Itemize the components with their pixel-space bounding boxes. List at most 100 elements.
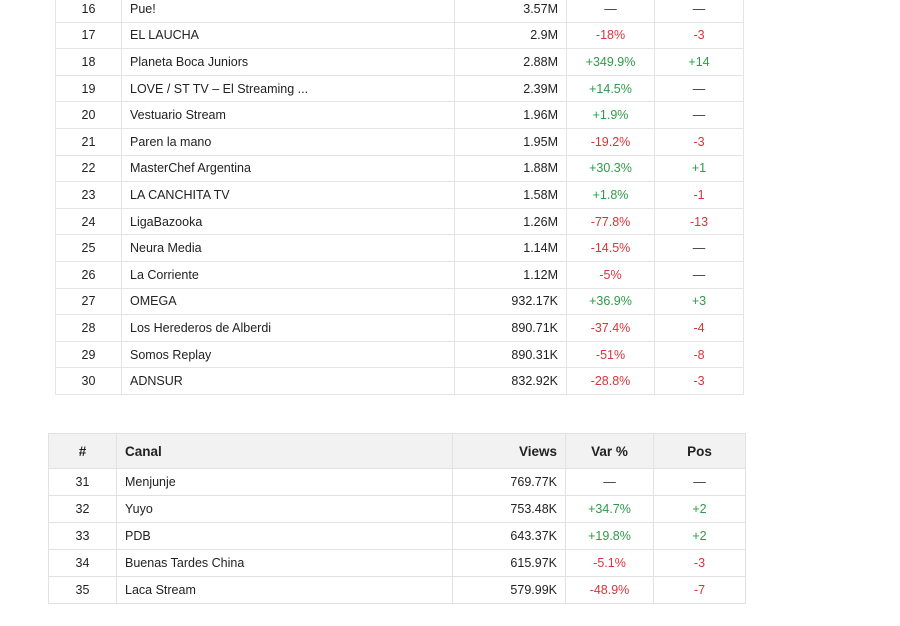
channel-name-cell: LOVE / ST TV – El Streaming ... bbox=[121, 74, 455, 103]
rank-cell: 18 bbox=[55, 48, 122, 76]
ranking-table-top-body: 16 Pue! 3.57M — —17 EL LAUCHA 2.9M -18% -3 18 Plan… bbox=[55, 0, 744, 395]
table-row: 20 Vestuario Stream 1.96M +1.9% — bbox=[55, 101, 744, 129]
variation-cell: -5.1% bbox=[565, 549, 654, 577]
table-row: 17 EL LAUCHA 2.9M -18% -3 bbox=[55, 21, 744, 50]
views-cell: 890.71K bbox=[454, 314, 567, 342]
position-change-cell: +2 bbox=[653, 522, 746, 550]
table-row: 24 LigaBazooka 1.26M -77.8% -13 bbox=[55, 207, 744, 236]
views-cell: 3.57M bbox=[454, 0, 567, 23]
channel-name-cell: ADNSUR bbox=[121, 367, 455, 395]
position-change-cell: +3 bbox=[654, 287, 744, 316]
rank-cell: 20 bbox=[55, 101, 122, 129]
variation-cell: -77.8% bbox=[566, 207, 655, 236]
position-change-cell: -4 bbox=[654, 314, 744, 342]
table-row: 33 PDB 643.37K +19.8% +2 bbox=[48, 522, 746, 550]
table-row: 25 Neura Media 1.14M -14.5% — bbox=[55, 234, 744, 262]
variation-cell: -48.9% bbox=[565, 576, 654, 604]
channel-name-cell: PDB bbox=[116, 522, 453, 550]
table-row: 35 Laca Stream 579.99K -48.9% -7 bbox=[48, 576, 746, 604]
rank-cell: 26 bbox=[55, 260, 122, 289]
views-cell: 1.88M bbox=[454, 154, 567, 183]
variation-cell: -5% bbox=[566, 260, 655, 289]
channel-name-cell: Menjunje bbox=[116, 468, 453, 496]
table-row: 23 LA CANCHITA TV 1.58M +1.8% -1 bbox=[55, 181, 744, 209]
views-cell: 1.14M bbox=[454, 234, 567, 262]
table-row: 16 Pue! 3.57M — — bbox=[55, 0, 744, 23]
variation-cell: — bbox=[566, 0, 655, 23]
table-row: 32 Yuyo 753.48K +34.7% +2 bbox=[48, 495, 746, 523]
channel-name-cell: EL LAUCHA bbox=[121, 21, 455, 50]
table-row: 21 Paren la mano 1.95M -19.2% -3 bbox=[55, 127, 744, 156]
position-change-cell: +2 bbox=[653, 495, 746, 523]
channel-name-cell: Laca Stream bbox=[116, 576, 453, 604]
table-row: 27 OMEGA 932.17K +36.9% +3 bbox=[55, 287, 744, 316]
position-change-cell: -1 bbox=[654, 181, 744, 209]
variation-cell: — bbox=[565, 468, 654, 496]
rank-cell: 21 bbox=[55, 127, 122, 156]
rank-cell: 19 bbox=[55, 74, 122, 103]
channel-name-cell: Los Herederos de Alberdi bbox=[121, 314, 455, 342]
position-change-cell: -3 bbox=[654, 367, 744, 395]
channel-name-cell: Pue! bbox=[121, 0, 455, 23]
variation-cell: +34.7% bbox=[565, 495, 654, 523]
rank-cell: 17 bbox=[55, 21, 122, 50]
rank-cell: 22 bbox=[55, 154, 122, 183]
views-cell: 1.95M bbox=[454, 127, 567, 156]
rank-cell: 24 bbox=[55, 207, 122, 236]
header-position: Pos bbox=[653, 433, 746, 469]
variation-cell: -19.2% bbox=[566, 127, 655, 156]
views-cell: 643.37K bbox=[452, 522, 566, 550]
channel-name-cell: Paren la mano bbox=[121, 127, 455, 156]
variation-cell: -14.5% bbox=[566, 234, 655, 262]
table-row: 18 Planeta Boca Juniors 2.88M +349.9% +14 bbox=[55, 48, 744, 76]
variation-cell: +14.5% bbox=[566, 74, 655, 103]
rank-cell: 31 bbox=[48, 468, 117, 496]
table-row: 19 LOVE / ST TV – El Streaming ... 2.39M +1… bbox=[55, 74, 744, 103]
views-cell: 753.48K bbox=[452, 495, 566, 523]
views-cell: 615.97K bbox=[452, 549, 566, 577]
position-change-cell: -8 bbox=[654, 340, 744, 369]
variation-cell: -28.8% bbox=[566, 367, 655, 395]
rank-cell: 35 bbox=[48, 576, 117, 604]
channel-name-cell: Vestuario Stream bbox=[121, 101, 455, 129]
channel-name-cell: LA CANCHITA TV bbox=[121, 181, 455, 209]
position-change-cell: -3 bbox=[653, 549, 746, 577]
ranking-table-bottom: # Canal Views Var % Pos 31 Menjunje 769.77… bbox=[48, 433, 746, 604]
table-row: 29 Somos Replay 890.31K -51% -8 bbox=[55, 340, 744, 369]
variation-cell: +30.3% bbox=[566, 154, 655, 183]
rank-cell: 32 bbox=[48, 495, 117, 523]
header-row: # Canal Views Var % Pos bbox=[48, 433, 746, 469]
ranking-table-bottom-body: 31 Menjunje 769.77K — —32 Yuyo 753.48K +34.7% +2… bbox=[48, 468, 746, 604]
position-change-cell: — bbox=[654, 74, 744, 103]
rank-cell: 29 bbox=[55, 340, 122, 369]
header-variation: Var % bbox=[565, 433, 654, 469]
views-cell: 2.39M bbox=[454, 74, 567, 103]
channel-name-cell: Buenas Tardes China bbox=[116, 549, 453, 577]
variation-cell: +19.8% bbox=[565, 522, 654, 550]
channel-name-cell: LigaBazooka bbox=[121, 207, 455, 236]
variation-cell: +1.8% bbox=[566, 181, 655, 209]
rank-cell: 27 bbox=[55, 287, 122, 316]
table-row: 22 MasterChef Argentina 1.88M +30.3% +1 bbox=[55, 154, 744, 183]
views-cell: 769.77K bbox=[452, 468, 566, 496]
views-cell: 1.96M bbox=[454, 101, 567, 129]
table-row: 31 Menjunje 769.77K — — bbox=[48, 468, 746, 496]
rank-cell: 16 bbox=[55, 0, 122, 23]
position-change-cell: — bbox=[654, 101, 744, 129]
position-change-cell: -3 bbox=[654, 127, 744, 156]
views-cell: 2.9M bbox=[454, 21, 567, 50]
views-cell: 932.17K bbox=[454, 287, 567, 316]
header-views: Views bbox=[452, 433, 566, 469]
variation-cell: -37.4% bbox=[566, 314, 655, 342]
views-cell: 890.31K bbox=[454, 340, 567, 369]
views-cell: 1.12M bbox=[454, 260, 567, 289]
ranking-table-top: 16 Pue! 3.57M — —17 EL LAUCHA 2.9M -18% -3 18 Plan… bbox=[55, 0, 744, 395]
table-row: 34 Buenas Tardes China 615.97K -5.1% -3 bbox=[48, 549, 746, 577]
channel-name-cell: La Corriente bbox=[121, 260, 455, 289]
position-change-cell: — bbox=[654, 234, 744, 262]
views-cell: 1.58M bbox=[454, 181, 567, 209]
rank-cell: 33 bbox=[48, 522, 117, 550]
channel-name-cell: MasterChef Argentina bbox=[121, 154, 455, 183]
table-row: 26 La Corriente 1.12M -5% — bbox=[55, 260, 744, 289]
